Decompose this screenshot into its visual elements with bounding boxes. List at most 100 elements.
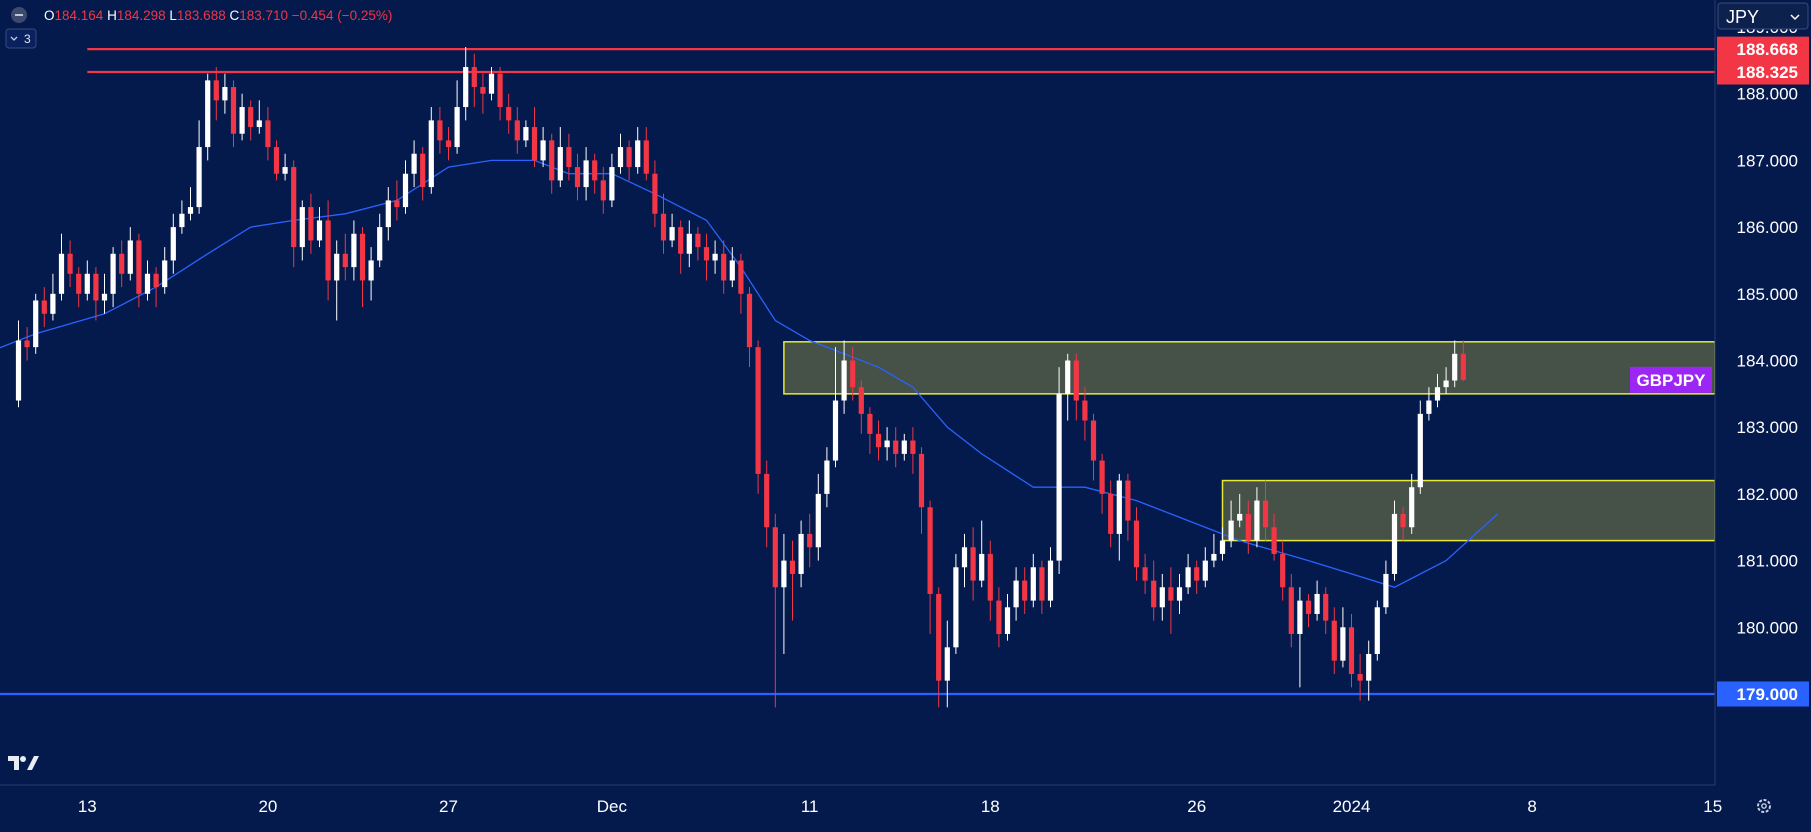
candle[interactable] <box>1056 367 1062 574</box>
candle[interactable] <box>291 160 297 268</box>
candle[interactable] <box>437 107 443 154</box>
candle[interactable] <box>583 147 589 201</box>
candle[interactable] <box>76 267 82 308</box>
candle[interactable] <box>721 240 727 294</box>
candle[interactable] <box>144 260 151 301</box>
candle[interactable] <box>239 93 245 141</box>
candle[interactable] <box>669 213 675 248</box>
candle[interactable] <box>970 527 976 601</box>
candle[interactable] <box>1219 527 1226 561</box>
candle[interactable] <box>600 167 606 214</box>
candle[interactable] <box>1400 507 1406 541</box>
candle[interactable] <box>15 320 22 408</box>
candle[interactable] <box>1357 653 1363 701</box>
candle[interactable] <box>394 180 400 221</box>
candle[interactable] <box>729 247 735 288</box>
candle[interactable] <box>841 340 847 414</box>
candle[interactable] <box>832 347 839 468</box>
candle[interactable] <box>1460 340 1466 382</box>
candle[interactable] <box>703 233 710 281</box>
candle[interactable] <box>84 260 90 301</box>
candle[interactable] <box>901 433 907 461</box>
candle[interactable] <box>858 380 864 434</box>
candle[interactable] <box>686 220 692 268</box>
candle[interactable] <box>1168 567 1174 634</box>
candle[interactable] <box>454 80 460 154</box>
candle[interactable] <box>617 133 624 174</box>
candle[interactable] <box>506 93 512 134</box>
candle[interactable] <box>282 153 288 181</box>
candle[interactable] <box>368 247 374 301</box>
candle[interactable] <box>162 247 168 294</box>
candle[interactable] <box>480 73 486 114</box>
candle[interactable] <box>824 447 830 508</box>
candle[interactable] <box>411 140 417 188</box>
candle[interactable] <box>67 240 73 288</box>
candle[interactable] <box>93 267 99 321</box>
candle[interactable] <box>1340 607 1346 668</box>
gear-icon[interactable] <box>1757 799 1771 813</box>
candle[interactable] <box>807 513 813 568</box>
candle[interactable] <box>1022 567 1028 614</box>
candle[interactable] <box>789 540 796 621</box>
candle[interactable] <box>961 533 968 588</box>
candle[interactable] <box>1305 593 1312 628</box>
candle[interactable] <box>256 100 262 134</box>
candle[interactable] <box>781 533 787 654</box>
candle[interactable] <box>523 120 529 148</box>
candle[interactable] <box>540 127 546 168</box>
candle[interactable] <box>626 140 632 181</box>
candle[interactable] <box>1099 453 1105 514</box>
candle[interactable] <box>1133 507 1140 581</box>
candle[interactable] <box>127 227 133 281</box>
candle[interactable] <box>187 187 194 221</box>
candle[interactable] <box>574 153 581 201</box>
candle[interactable] <box>514 107 520 154</box>
candle[interactable] <box>1237 493 1243 528</box>
candle[interactable] <box>1443 367 1449 394</box>
candle[interactable] <box>1452 340 1458 388</box>
candle[interactable] <box>867 407 873 454</box>
candle[interactable] <box>1323 587 1329 634</box>
candle[interactable] <box>101 273 108 314</box>
candle[interactable] <box>445 127 452 161</box>
candle[interactable] <box>308 193 314 254</box>
candle[interactable] <box>566 133 572 181</box>
candle[interactable] <box>996 587 1002 648</box>
candle[interactable] <box>24 327 30 361</box>
candle[interactable] <box>1348 613 1355 688</box>
candle[interactable] <box>196 120 202 214</box>
candle[interactable] <box>1366 640 1372 701</box>
candle[interactable] <box>979 520 985 588</box>
candle[interactable] <box>205 73 211 161</box>
candle[interactable] <box>428 107 434 194</box>
candle[interactable] <box>41 287 47 328</box>
candle[interactable] <box>927 500 933 634</box>
candle[interactable] <box>531 107 538 168</box>
candle[interactable] <box>265 107 271 161</box>
candle[interactable] <box>1073 353 1079 421</box>
candle[interactable] <box>1228 500 1234 548</box>
candle[interactable] <box>772 513 778 708</box>
circle-dash-icon[interactable] <box>11 7 27 23</box>
candle[interactable] <box>987 540 993 621</box>
candle[interactable] <box>1030 553 1036 608</box>
candle[interactable] <box>1374 600 1380 661</box>
candle[interactable] <box>764 460 770 548</box>
candle[interactable] <box>1185 553 1191 594</box>
indicators-toggle[interactable]: 3 <box>5 28 37 49</box>
candle[interactable] <box>1125 473 1131 541</box>
candle[interactable] <box>592 153 598 194</box>
candle[interactable] <box>1108 480 1114 548</box>
candle[interactable] <box>377 213 383 268</box>
candle[interactable] <box>1047 547 1054 608</box>
candle[interactable] <box>1151 560 1157 621</box>
candle[interactable] <box>342 233 348 281</box>
candle[interactable] <box>471 53 477 108</box>
candle[interactable] <box>1331 607 1337 674</box>
candle[interactable] <box>755 340 761 494</box>
candle[interactable] <box>1116 473 1122 561</box>
candle[interactable] <box>1004 593 1011 641</box>
candle[interactable] <box>1426 387 1432 421</box>
candle[interactable] <box>1391 500 1398 581</box>
